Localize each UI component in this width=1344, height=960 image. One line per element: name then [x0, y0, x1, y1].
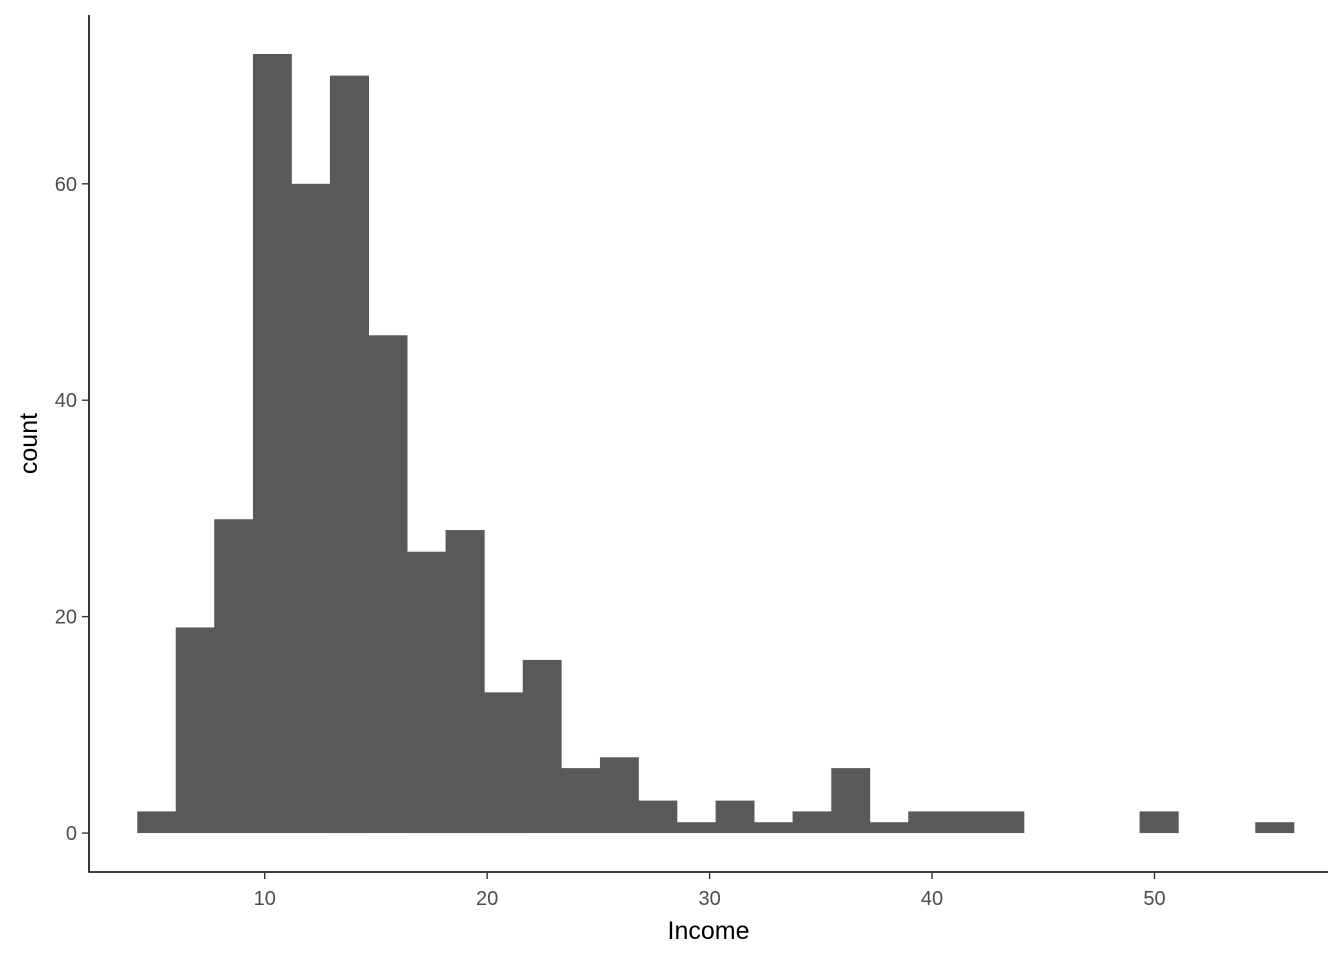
- histogram-bar: [599, 757, 639, 834]
- y-axis-ticks: 0 20 40 60: [55, 174, 89, 845]
- histogram-bar: [1139, 811, 1179, 834]
- x-tick-label: 50: [1143, 888, 1165, 910]
- histogram-bar: [445, 530, 485, 834]
- histogram-bar: [715, 800, 755, 834]
- histogram-bar: [175, 627, 215, 834]
- histogram-bar: [1255, 822, 1295, 834]
- histogram-bar: [831, 768, 871, 834]
- histogram-bar: [137, 811, 177, 834]
- y-axis-title: count: [15, 413, 43, 474]
- x-tick-label: 20: [476, 888, 498, 910]
- y-tick-label: 40: [55, 390, 77, 412]
- histogram-bar: [792, 811, 832, 834]
- histogram-bar: [908, 811, 948, 834]
- histogram-bar: [252, 53, 292, 834]
- axes: [88, 15, 1328, 873]
- histogram-bar: [522, 659, 562, 834]
- histogram-bar: [985, 811, 1025, 834]
- histogram-bar: [291, 183, 331, 834]
- histogram-bar: [214, 519, 254, 834]
- x-axis-title: Income: [668, 917, 750, 945]
- histogram-bar: [946, 811, 986, 834]
- histogram-bar: [407, 551, 446, 834]
- histogram-bar: [676, 822, 717, 834]
- y-tick-label: 0: [66, 823, 77, 845]
- y-tick-label: 60: [55, 174, 77, 196]
- histogram-bar: [561, 768, 601, 834]
- histogram-bars: [137, 53, 1295, 834]
- x-axis-ticks: 10 20 30 40 50: [254, 872, 1166, 910]
- histogram-bar: [329, 75, 369, 834]
- x-tick-label: 30: [698, 888, 720, 910]
- histogram-bar: [368, 335, 408, 834]
- histogram-bar: [869, 822, 909, 834]
- histogram-bar: [754, 822, 793, 834]
- histogram-bar: [484, 692, 524, 834]
- histogram-bar: [638, 800, 678, 834]
- y-tick-label: 20: [55, 607, 77, 629]
- x-tick-label: 10: [254, 888, 276, 910]
- x-tick-label: 40: [921, 888, 943, 910]
